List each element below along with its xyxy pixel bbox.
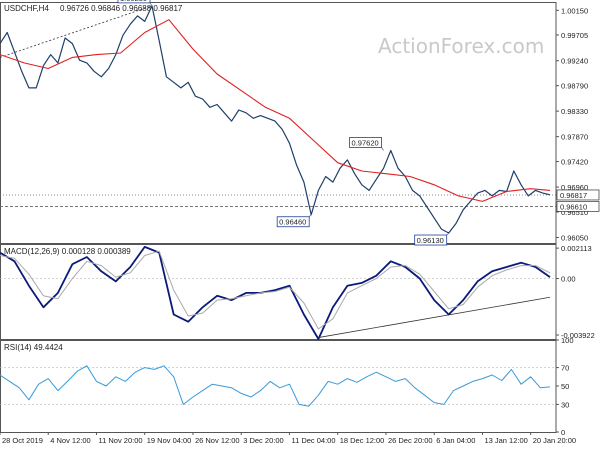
x-tick-label: 20 Jan 20:00 [533, 436, 576, 445]
x-tick-label: 26 Nov 12:00 [195, 436, 240, 445]
price-tick-label: 0.96960 [561, 183, 588, 192]
price-line [0, 5, 551, 234]
price-annotation-connector [149, 2, 153, 7]
macd-tick-label: 0.002113 [561, 244, 592, 253]
macd-label: MACD(12,26,9) 0.000128 0.000389 [4, 247, 131, 256]
price-annotation-connector [308, 214, 312, 217]
price-annotation-box [414, 234, 448, 246]
x-tick-label: 11 Dec 04:00 [291, 436, 335, 445]
x-tick-label: 18 Dec 12:00 [340, 436, 385, 445]
symbol-label: USDCHF,H4 [4, 4, 49, 13]
price-tick-label: 0.96510 [561, 208, 588, 217]
x-tick-label: 3 Dec 20:00 [243, 436, 283, 445]
price-level-label: 0.96817 [560, 191, 587, 200]
price-tick-label: 0.99705 [561, 31, 588, 40]
x-tick-label: 11 Nov 20:00 [98, 436, 142, 445]
price-tick-label: 0.97420 [561, 158, 588, 167]
x-tick-label: 13 Jan 12:00 [484, 436, 527, 445]
price-level-box [556, 201, 600, 212]
x-tick-label: 28 Oct 2019 [2, 436, 43, 445]
price-annotation-label: 1.00230 [120, 0, 147, 3]
macd-tick-label: 0.00 [561, 275, 576, 284]
price-annotation-label: 0.96130 [417, 236, 444, 245]
price-tick-label: 0.96050 [561, 233, 588, 242]
rsi-label: RSI(14) 49.4424 [4, 343, 63, 352]
rsi-line [0, 365, 551, 407]
price-annotation-box [276, 216, 310, 228]
macd-panel-frame [0, 244, 557, 340]
price-tick-label: 0.97870 [561, 133, 588, 142]
price-tick-label: 0.99240 [561, 57, 588, 66]
price-annotation-connector [381, 147, 384, 151]
rsi-tick-label: 70 [561, 364, 569, 373]
x-tick-label: 6 Jan 04:00 [436, 436, 475, 445]
main-panel-frame [0, 2, 557, 244]
ohlc-label: 0.96726 0.96846 0.96688 0.96817 [60, 4, 183, 13]
moving-average-line [0, 19, 551, 202]
price-tick-label: 0.98330 [561, 107, 588, 116]
price-annotation-box [117, 0, 151, 4]
macd-line [0, 246, 551, 340]
price-annotation-label: 0.96460 [279, 218, 306, 227]
x-tick-label: 19 Nov 04:00 [147, 436, 192, 445]
rsi-tick-label: 50 [561, 382, 569, 391]
price-level-box [556, 189, 600, 201]
macd-tick-label: -0.003922 [561, 331, 595, 340]
macd-signal-line [0, 250, 551, 330]
price-tick-label: 0.98790 [561, 82, 588, 91]
rsi-tick-label: 100 [561, 336, 574, 345]
price-annotation-box [349, 137, 382, 148]
macd-trendline [318, 296, 551, 338]
price-annotation-label: 0.97620 [352, 138, 379, 147]
watermark: ActionForex.com [378, 34, 544, 58]
price-annotation-connector [446, 232, 449, 236]
rsi-tick-label: 30 [561, 400, 569, 409]
x-tick-label: 4 Nov 12:00 [50, 436, 90, 445]
rsi-tick-label: 0 [561, 428, 565, 437]
price-trendline [0, 5, 153, 58]
x-tick-label: 26 Dec 20:00 [388, 436, 433, 445]
price-tick-label: 1.00150 [561, 6, 588, 15]
price-level-label: 0.96610 [560, 202, 587, 211]
